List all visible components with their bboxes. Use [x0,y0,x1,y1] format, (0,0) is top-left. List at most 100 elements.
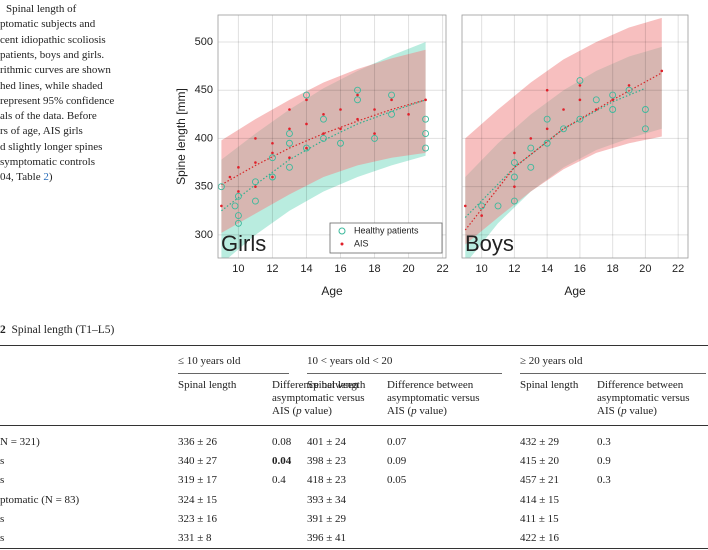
x-axis-label: Age [564,284,586,298]
legend-marker [338,227,346,235]
data-point [218,183,225,191]
data-point [373,108,376,111]
x-tick-label: 16 [574,263,586,275]
table-cell: 0.05 [387,474,407,487]
data-point [254,137,257,140]
data-point [271,175,274,179]
x-tick-label: 16 [334,263,346,275]
row-label: N = 321) [0,436,40,448]
rule [0,425,708,426]
header-line: Difference between [597,379,684,391]
data-point [390,98,393,102]
data-point [576,77,584,85]
caption-line: ptomatic subjects and [0,18,96,31]
data-point [320,134,327,142]
row-label: s [0,474,5,487]
header-line: asymptomatic versus [387,392,480,404]
x-tick-label: 12 [508,263,520,275]
table-cell: 432 ± 29 [520,436,560,448]
table-title: Spinal length (T1–L5) [11,324,115,336]
table-cell: 391 ± 29 [307,512,347,525]
data-point [237,190,240,193]
legend-label: Healthy patients [354,225,419,235]
data-point [286,163,293,171]
header-text: value) [416,405,447,417]
data-point [286,139,293,147]
data-point [388,110,396,118]
data-point [641,125,649,133]
column-header: Spinal length [520,379,579,391]
table-cell: 340 ± 27 [178,455,218,468]
header-text: p [621,405,627,417]
data-point [356,93,359,97]
header-line: AIS (p value) [597,405,690,418]
column-header: Difference between asymptomatic versus AIS… [597,379,690,418]
figure: 10 12 14 16 18 20 22 300 350 400 450 500 Age Spine le… [174,14,689,298]
y-axis-label: Spine length [mm] [174,88,188,185]
legend [329,222,443,254]
y-tick-label: 350 [195,181,213,193]
plot-frame [217,14,447,259]
data-point [286,130,293,138]
y-tick-label: 500 [195,36,213,48]
x-tick-label: 20 [639,263,651,275]
data-point [303,144,310,152]
column-header: Spinal length [307,379,366,391]
data-point [268,154,276,162]
table-cell: 0.08 [272,436,292,448]
data-point [609,91,617,99]
data-point [371,134,378,142]
data-point [356,117,359,121]
table-cell: 401 ± 24 [307,436,347,448]
panel-title: Girls [221,231,266,256]
table-cell: 324 ± 15 [178,493,218,506]
data-point [576,115,584,123]
x-tick-label: 10 [476,263,488,275]
table-cell: 422 ± 16 [520,532,560,544]
header-text: AIS ( [272,405,297,417]
data-point [527,163,535,171]
group-header: ≤ 10 years old [178,355,241,367]
x-tick-label: 12 [266,263,278,275]
data-point [254,161,257,164]
caption-text: 04, Table [0,171,44,184]
x-tick-label: 18 [607,263,619,275]
panel-title: Boys [465,231,514,256]
table-cell: 398 ± 23 [307,455,347,468]
data-point [322,113,325,116]
data-point [560,125,567,133]
caption-line: hed lines, while shaded [0,79,103,92]
data-point [592,96,600,104]
table-cell: 0.9 [597,455,611,468]
data-point [288,156,291,160]
x-tick-label: 18 [368,263,380,275]
x-tick-label: 14 [300,263,312,275]
data-point [545,127,549,131]
table-link: 2 [43,171,49,184]
header-text: value) [626,405,657,417]
rule [307,373,502,374]
table-number: 2 [0,324,6,336]
plot-frame [461,14,689,259]
table-cell: 0.4 [272,474,286,487]
table-cell: 393 ± 34 [307,493,347,506]
data-point [407,113,410,116]
row-label: s [0,532,5,544]
data-point [271,151,274,155]
header-text: value) [301,405,332,417]
data-point [578,84,582,87]
y-tick-label: 300 [195,229,213,241]
data-point [545,88,549,92]
x-tick-label: 10 [232,263,244,275]
table-cell: 415 ± 20 [520,455,560,468]
data-point [625,86,633,94]
data-point [234,192,242,200]
group-header: 10 < years old < 20 [307,355,393,367]
data-point [422,144,430,152]
data-point [562,108,565,111]
caption-line: rs of age, AIS girls [0,125,83,138]
caption-line: symptomatic controls [0,156,96,168]
data-point [660,69,664,73]
data-point [322,132,325,135]
rule [520,373,706,374]
